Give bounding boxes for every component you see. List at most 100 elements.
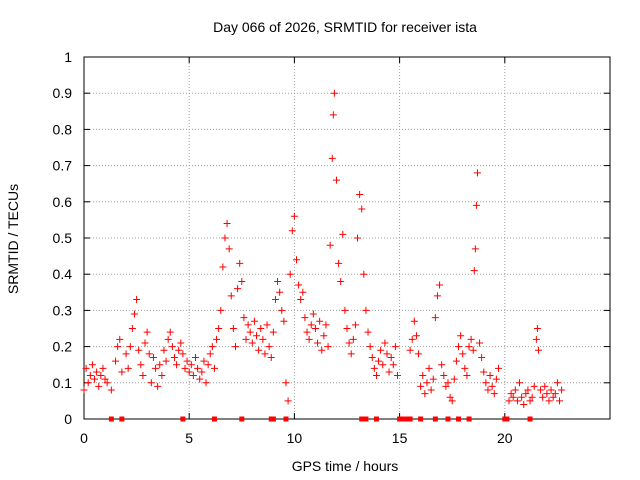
data-point	[265, 343, 273, 351]
data-point	[494, 364, 502, 372]
data-point	[253, 332, 261, 340]
data-point	[160, 346, 168, 354]
data-point	[480, 368, 488, 376]
data-point	[276, 288, 284, 296]
data-point	[124, 364, 132, 372]
data-point	[219, 263, 227, 271]
data-point	[486, 372, 494, 380]
data-point	[358, 205, 366, 213]
data-point	[417, 382, 425, 390]
data-point	[307, 321, 315, 329]
data-point	[345, 339, 353, 347]
data-point	[314, 339, 322, 347]
data-point	[242, 335, 250, 343]
data-point	[179, 350, 187, 358]
data-point	[528, 393, 536, 401]
data-point	[393, 372, 401, 380]
data-point	[93, 368, 101, 376]
y-tick-label: 0.1	[53, 375, 73, 391]
data-point	[360, 270, 368, 278]
data-point	[99, 364, 107, 372]
x-tick-label: 0	[80, 430, 88, 446]
data-point	[267, 353, 275, 361]
data-point	[231, 343, 239, 351]
data-point	[488, 382, 496, 390]
data-point	[208, 343, 216, 351]
data-point	[244, 321, 252, 329]
data-point	[383, 350, 391, 358]
data-point	[547, 386, 555, 394]
data-point	[103, 379, 111, 387]
data-point	[301, 314, 309, 322]
data-point	[286, 270, 294, 278]
data-points	[80, 89, 566, 422]
data-point	[147, 379, 155, 387]
data-point	[470, 267, 478, 275]
data-point	[223, 220, 231, 228]
y-tick-label: 0.6	[53, 194, 73, 210]
data-point	[328, 154, 336, 162]
data-point	[152, 364, 160, 372]
data-point	[436, 281, 444, 289]
data-point	[530, 382, 538, 390]
data-point	[518, 393, 526, 401]
data-point	[421, 390, 429, 398]
data-point	[341, 306, 349, 314]
data-point	[438, 361, 446, 369]
data-point	[375, 357, 383, 365]
data-point	[173, 361, 181, 369]
data-point	[280, 317, 288, 325]
data-point	[522, 390, 530, 398]
data-point	[419, 372, 427, 380]
data-point	[492, 375, 500, 383]
data-point	[463, 372, 471, 380]
data-point	[278, 306, 286, 314]
zero-marker	[283, 416, 289, 422]
data-point	[156, 361, 164, 369]
data-point	[126, 343, 134, 351]
y-tick-label: 0.4	[53, 266, 73, 282]
data-point	[391, 343, 399, 351]
data-point	[433, 292, 441, 300]
data-point	[255, 346, 263, 354]
y-axis-label: SRMTID / TECUs	[5, 184, 21, 294]
data-point	[84, 379, 92, 387]
data-point	[452, 357, 460, 365]
data-point	[236, 259, 244, 267]
data-point	[158, 372, 166, 380]
data-point	[507, 390, 515, 398]
data-point	[288, 227, 296, 235]
zero-marker	[418, 416, 424, 422]
y-tick-label: 0.7	[53, 158, 73, 174]
data-point	[269, 328, 277, 336]
data-point	[303, 328, 311, 336]
data-point	[423, 379, 431, 387]
data-point	[389, 361, 397, 369]
data-point	[412, 332, 420, 340]
data-point	[149, 353, 157, 361]
data-point	[135, 346, 143, 354]
data-point	[450, 375, 458, 383]
data-point	[558, 386, 566, 394]
zero-marker	[211, 416, 217, 422]
x-tick-label: 20	[497, 430, 513, 446]
data-point	[427, 386, 435, 394]
data-point	[128, 325, 136, 332]
data-point	[431, 314, 439, 322]
data-point	[80, 386, 88, 394]
data-point	[162, 357, 170, 365]
data-point	[97, 372, 105, 380]
data-point	[181, 364, 189, 372]
data-point	[318, 346, 326, 354]
zero-marker	[527, 416, 533, 422]
zero-marker	[456, 416, 462, 422]
data-point	[326, 241, 334, 249]
data-point	[227, 292, 235, 300]
x-tick-label: 10	[287, 430, 303, 446]
data-point	[290, 212, 298, 220]
data-point	[465, 343, 473, 351]
zero-marker	[466, 416, 472, 422]
data-point	[114, 343, 122, 351]
data-point	[200, 357, 208, 365]
data-point	[505, 397, 513, 405]
